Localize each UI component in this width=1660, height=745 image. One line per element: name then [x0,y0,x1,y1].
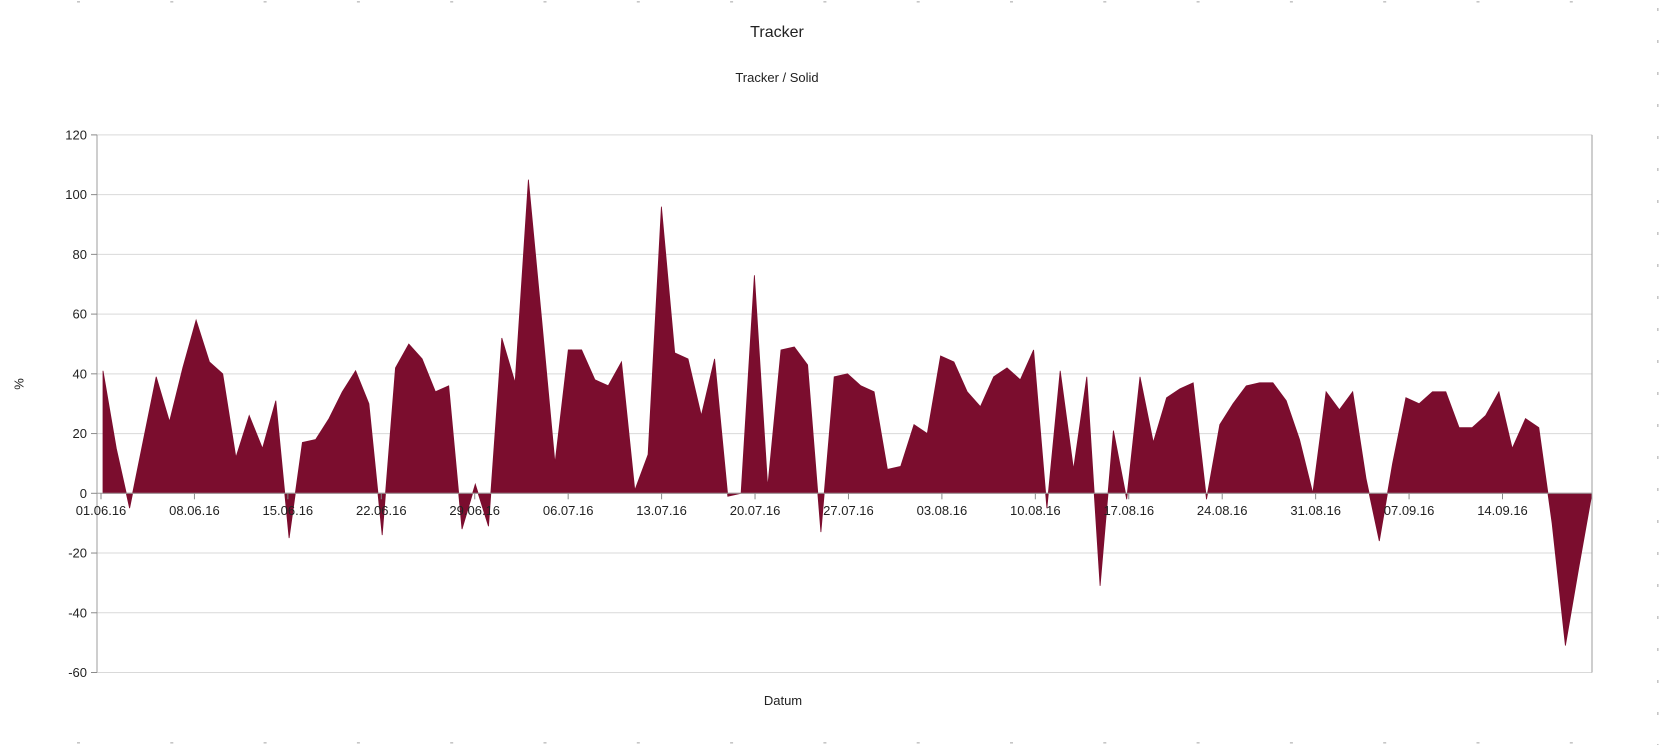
edge-mark [450,742,454,744]
x-tick-label: 08.06.16 [169,503,220,518]
edge-mark [1289,742,1293,744]
edge-mark [1657,392,1659,395]
x-tick-label: 22.06.16 [356,503,407,518]
x-tick-label: 10.08.16 [1010,503,1061,518]
edge-mark [1657,40,1659,43]
edge-mark [1657,648,1659,651]
edge-mark [1657,584,1659,587]
edge-mark [170,742,174,744]
y-tick-label: 100 [65,187,87,202]
edge-mark [1657,680,1659,683]
edge-mark [263,1,267,3]
x-tick-label: 13.07.16 [636,503,687,518]
x-tick-label: 03.08.16 [917,503,968,518]
x-tick-label: 17.08.16 [1103,503,1154,518]
edge-mark [1476,1,1480,3]
edge-mark [823,742,827,744]
edge-mark [1657,296,1659,299]
edge-mark [1103,742,1107,744]
edge-mark [77,742,80,744]
x-tick-label: 14.09.16 [1477,503,1528,518]
edge-mark [1196,742,1200,744]
edge-mark [1657,8,1659,11]
edge-mark [1289,1,1293,3]
edge-mark [1657,136,1659,139]
x-tick-label: 31.08.16 [1290,503,1341,518]
edge-mark [1657,328,1659,331]
edge-mark [450,1,454,3]
edge-mark [77,1,80,3]
edge-mark [1657,424,1659,427]
chart-subtitle: Tracker / Solid [735,70,819,85]
edge-mark [1010,742,1013,744]
x-tick-label: 15.06.16 [263,503,314,518]
y-tick-label: -20 [68,546,87,561]
edge-mark [823,1,827,3]
area-series [102,179,1593,646]
y-tick-label: -40 [68,605,87,620]
edge-mark [636,1,640,3]
x-axis-title: Datum [763,693,803,708]
x-tick-label: 24.08.16 [1197,503,1248,518]
edge-mark [1657,520,1659,523]
y-tick-label: 80 [73,247,87,262]
edge-mark [1383,1,1387,3]
y-tick-label: 60 [73,307,87,322]
edge-mark [1383,742,1387,744]
edge-mark [1657,360,1659,363]
edge-mark [1657,456,1659,459]
x-tick-label: 27.07.16 [823,503,874,518]
y-tick-label: 120 [65,127,87,142]
edge-mark [1196,1,1200,3]
y-axis-title: % [11,378,27,390]
edge-mark [1569,1,1573,3]
edge-mark [1657,552,1659,555]
edge-mark [170,1,174,3]
y-tick-label: 40 [73,366,87,381]
edge-mark [1657,104,1659,107]
edge-mark [916,742,920,744]
edge-mark [730,742,734,744]
edge-mark [916,1,920,3]
edge-mark [1657,616,1659,619]
edge-mark [356,742,360,744]
edge-mark [263,742,267,744]
edge-mark [1657,232,1659,235]
edge-mark [1010,1,1013,3]
edge-mark [730,1,734,3]
x-tick-label: 29.06.16 [449,503,500,518]
x-tick-label: 07.09.16 [1384,503,1435,518]
x-tick-label: 20.07.16 [730,503,781,518]
edge-mark [1569,742,1573,744]
edge-mark [636,742,640,744]
edge-mark [543,1,547,3]
edge-mark [356,1,360,3]
y-tick-label: 20 [73,426,87,441]
chart-title: Tracker [750,24,804,41]
y-tick-label: -60 [68,665,87,680]
edge-mark [1657,712,1659,715]
edge-mark [1476,742,1480,744]
edge-mark [1657,200,1659,203]
edge-mark [1657,72,1659,75]
edge-mark [1657,264,1659,267]
x-tick-label: 01.06.16 [76,503,127,518]
y-tick-label: 0 [80,486,87,501]
edge-mark [1103,1,1107,3]
edge-mark [1657,168,1659,171]
edge-mark [543,742,547,744]
edge-mark [1657,488,1659,491]
x-tick-label: 06.07.16 [543,503,594,518]
